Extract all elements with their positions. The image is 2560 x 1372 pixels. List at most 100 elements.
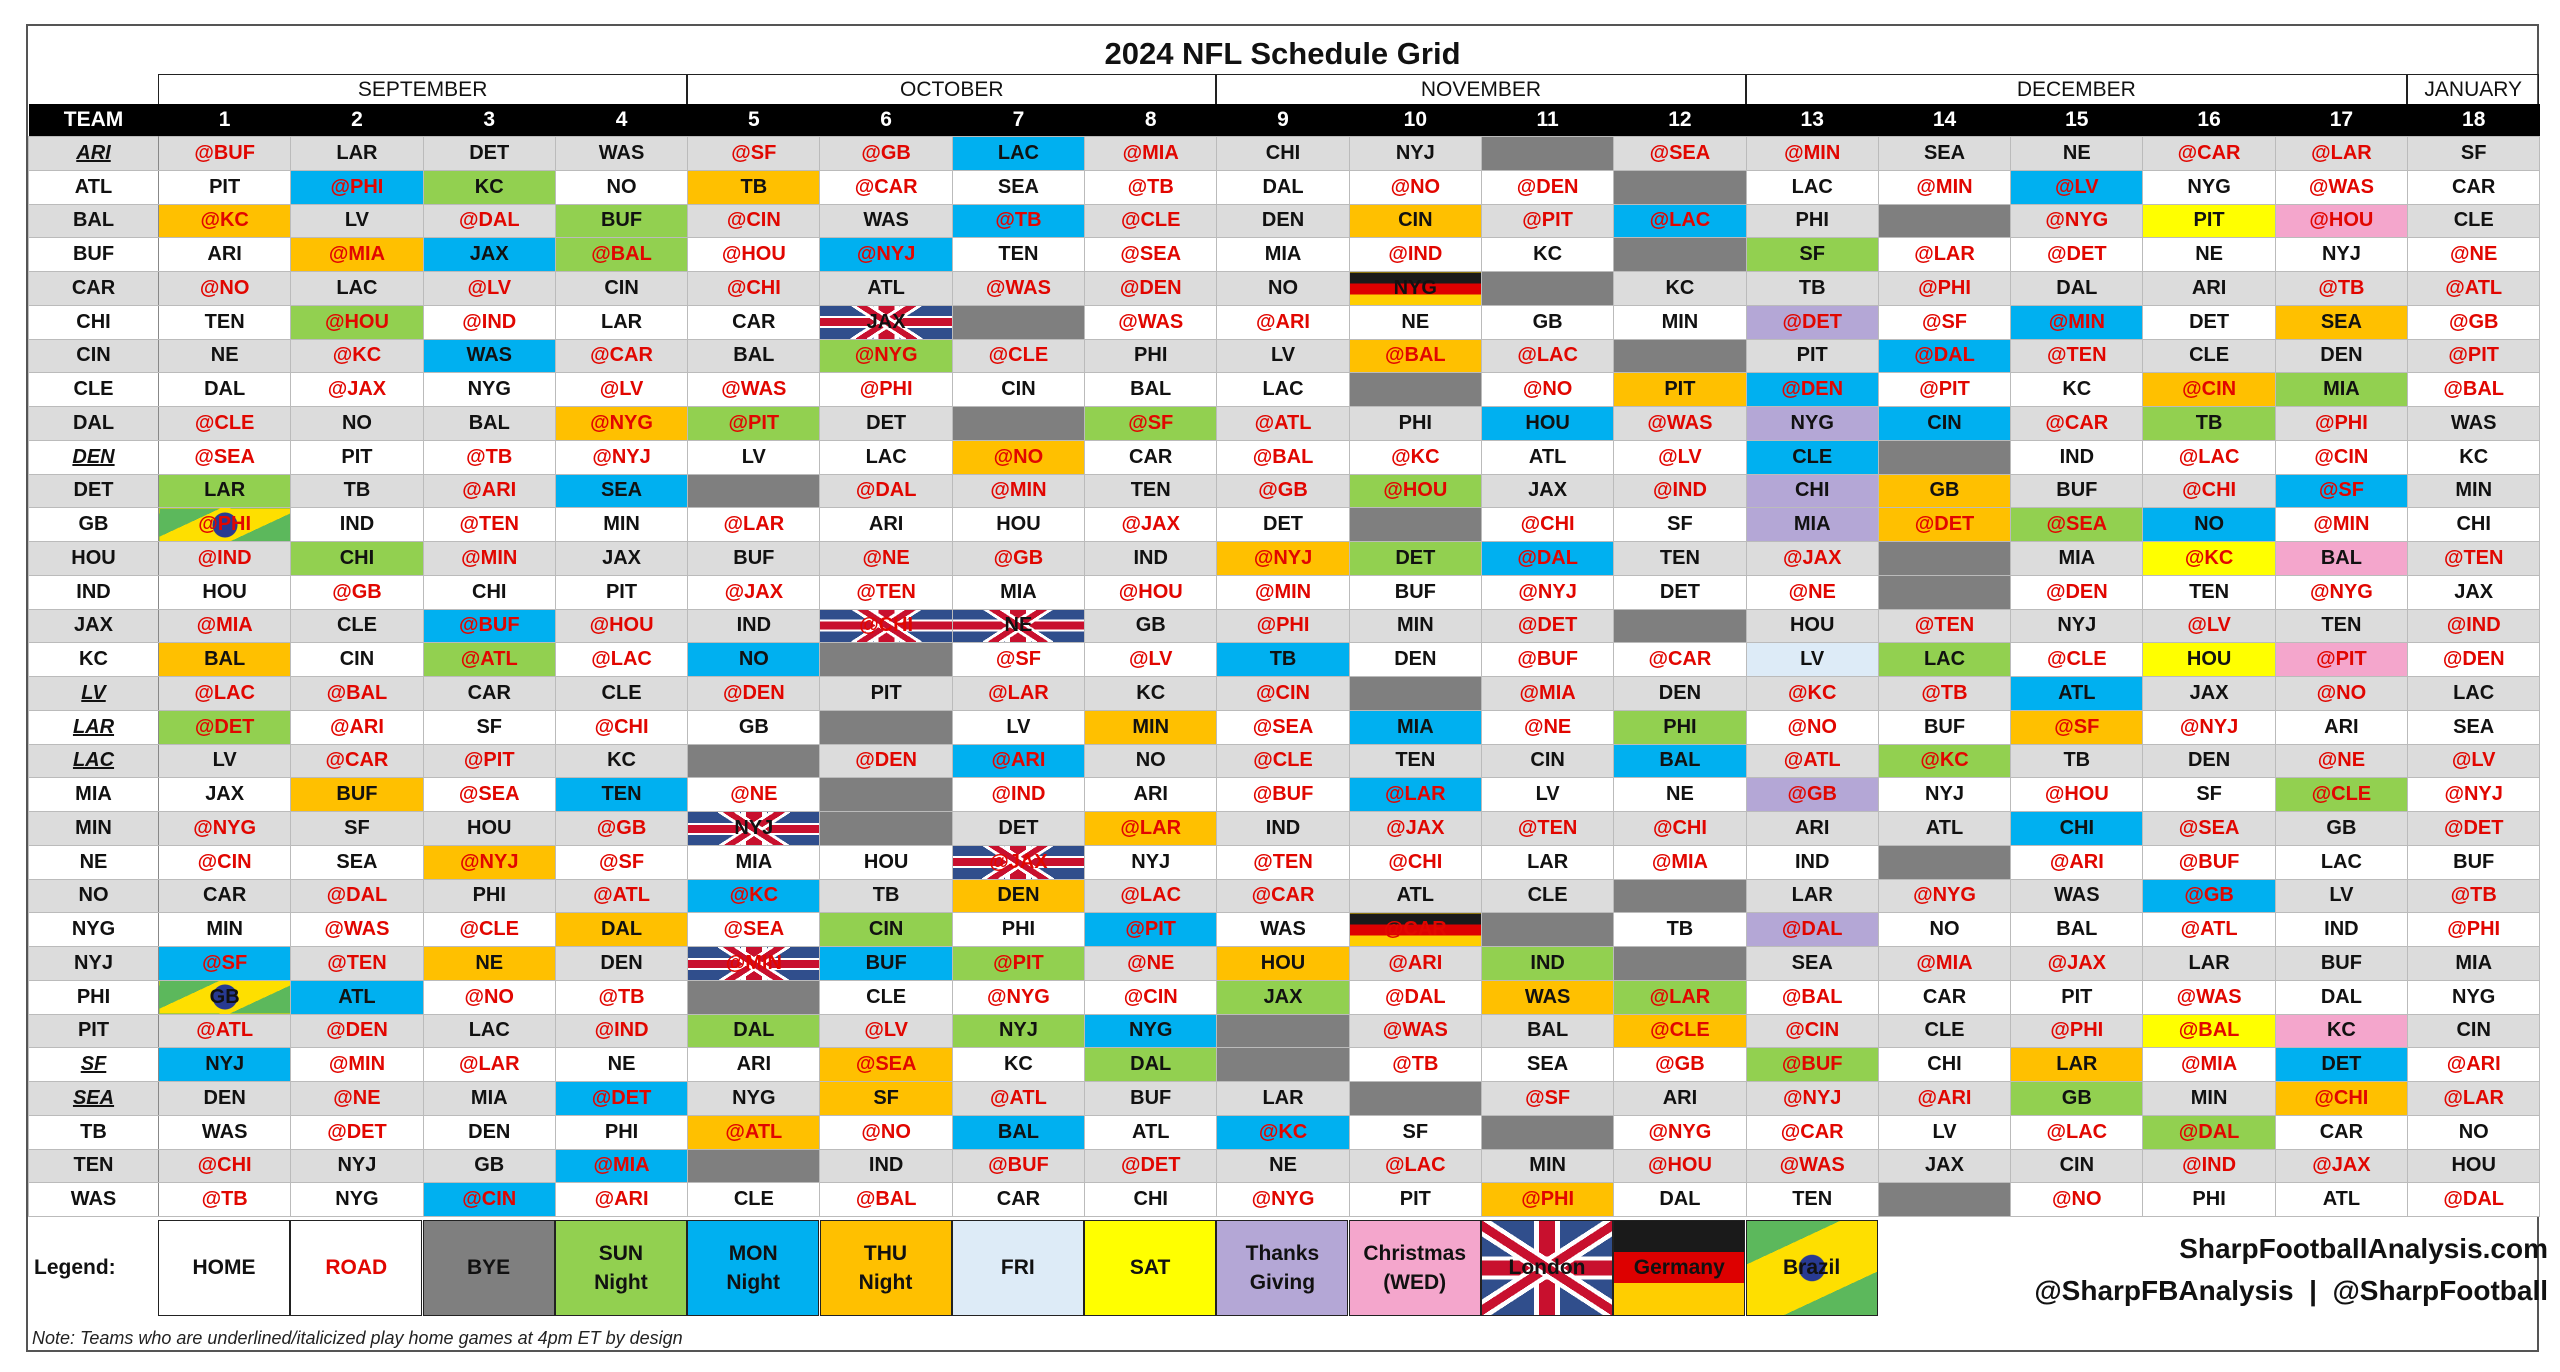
game-cell: @DEN bbox=[819, 743, 953, 779]
game-cell: ATL bbox=[1877, 811, 2012, 846]
team-cell: LAR bbox=[28, 709, 159, 745]
game-cell: @IND bbox=[951, 777, 1086, 812]
table-row: ARI @BUF LAR DET WAS @SF @GB LAC @MIA CHI NYJ @SEA @… bbox=[28, 136, 2541, 171]
game-cell: DEN bbox=[1348, 642, 1482, 677]
game-cell: SF bbox=[2407, 136, 2541, 171]
game-cell: @DET bbox=[1480, 608, 1615, 644]
week-header-16: 16 bbox=[2142, 104, 2276, 137]
game-cell: SF bbox=[1348, 1114, 1482, 1150]
bye-cell bbox=[1613, 338, 1747, 374]
game-cell: CAR bbox=[951, 1182, 1086, 1217]
game-cell: @TEN bbox=[422, 507, 556, 542]
game-cell: NO bbox=[1877, 912, 2012, 947]
game-cell: @CIN bbox=[1745, 1013, 1879, 1049]
game-cell: CAR bbox=[157, 878, 292, 914]
game-cell: @TB bbox=[1877, 676, 2012, 711]
table-row: HOU @IND CHI @MIN JAX BUF @NE @GB IND @NYJ DET @DAL… bbox=[28, 541, 2541, 576]
game-cell: KC bbox=[1480, 237, 1615, 272]
game-cell: BUF bbox=[2407, 844, 2541, 880]
bye-cell bbox=[1480, 136, 1615, 171]
game-cell: GB bbox=[1084, 608, 1218, 644]
game-cell: @DAL bbox=[819, 473, 953, 509]
game-cell: @CHI bbox=[1480, 507, 1615, 542]
game-cell: SF bbox=[1613, 507, 1747, 542]
game-cell: LAC bbox=[290, 271, 424, 306]
game-cell: NO bbox=[2407, 1114, 2541, 1150]
game-cell: @SEA bbox=[2010, 507, 2144, 542]
game-cell: @CAR bbox=[1348, 912, 1482, 947]
game-cell: @ARI bbox=[554, 1182, 689, 1217]
game-cell: @DAL bbox=[422, 203, 556, 239]
game-cell: @NE bbox=[1480, 709, 1615, 745]
game-cell: IND bbox=[1745, 844, 1879, 880]
week-header-11: 11 bbox=[1481, 104, 1614, 137]
game-cell: @DAL bbox=[1348, 979, 1482, 1015]
game-cell: IND bbox=[2010, 439, 2144, 475]
week-header-9: 9 bbox=[1216, 104, 1350, 137]
game-cell: @SEA bbox=[1084, 237, 1218, 272]
game-cell: NE bbox=[1613, 777, 1747, 812]
game-cell: JAX bbox=[1216, 979, 1350, 1015]
game-cell: @GB bbox=[1216, 473, 1350, 509]
game-cell: @KC bbox=[1877, 743, 2012, 779]
table-row: WAS @TB NYG @CIN @ARI CLE @BAL CAR CHI @NYG PIT @PH… bbox=[28, 1182, 2541, 1217]
team-cell: SEA bbox=[28, 1081, 159, 1116]
game-cell: @BUF bbox=[1745, 1047, 1879, 1082]
game-cell: @TB bbox=[2274, 271, 2409, 306]
team-cell: PHI bbox=[28, 979, 159, 1015]
table-row: CAR @NO LAC @LV CIN @CHI ATL @WAS @DEN NO NYG KC TB @… bbox=[28, 271, 2541, 306]
game-cell: DEN bbox=[422, 1114, 556, 1150]
game-cell: @GB bbox=[2407, 304, 2541, 340]
game-cell: BUF bbox=[2274, 946, 2409, 981]
game-cell: @SF bbox=[1480, 1081, 1615, 1116]
game-cell: BAL bbox=[1613, 743, 1747, 779]
game-cell: MIA bbox=[1216, 237, 1350, 272]
game-cell: @DAL bbox=[1745, 912, 1879, 947]
game-cell: CAR bbox=[422, 676, 556, 711]
game-cell: LAC bbox=[1745, 169, 1879, 205]
game-cell: MIA bbox=[1348, 709, 1482, 745]
game-cell: @ARI bbox=[290, 709, 424, 745]
game-cell: @LAR bbox=[687, 507, 821, 542]
game-cell: KC bbox=[422, 169, 556, 205]
game-cell: DEN bbox=[554, 946, 689, 981]
game-cell: TB bbox=[687, 169, 821, 205]
game-cell: CAR bbox=[687, 304, 821, 340]
game-cell: CIN bbox=[819, 912, 953, 947]
game-cell: @PIT bbox=[2407, 338, 2541, 374]
game-cell: CAR bbox=[2407, 169, 2541, 205]
game-cell: SF bbox=[290, 811, 424, 846]
game-cell: @JAX bbox=[951, 844, 1086, 880]
legend-label: Legend: bbox=[34, 1256, 116, 1279]
game-cell: SF bbox=[819, 1081, 953, 1116]
bye-cell bbox=[1216, 1013, 1350, 1049]
game-cell: IND bbox=[819, 1148, 953, 1184]
game-cell: @BUF bbox=[951, 1148, 1086, 1184]
game-cell: @ATL bbox=[1216, 406, 1350, 441]
bye-cell bbox=[1877, 439, 2012, 475]
game-cell: CLE bbox=[2142, 338, 2276, 374]
game-cell: @MIN bbox=[1877, 169, 2012, 205]
legend-item-xm: Christmas (WED) bbox=[1348, 1220, 1481, 1316]
game-cell: BAL bbox=[2274, 541, 2409, 576]
game-cell: NYG bbox=[1084, 1013, 1218, 1049]
legend-item-fri: FRI bbox=[951, 1220, 1084, 1316]
game-cell: @CAR bbox=[1745, 1114, 1879, 1150]
legend-item-sat: SAT bbox=[1084, 1220, 1217, 1316]
game-cell: PHI bbox=[951, 912, 1086, 947]
game-cell: JAX bbox=[2142, 676, 2276, 711]
game-cell: HOU bbox=[157, 574, 292, 610]
game-cell: TEN bbox=[1084, 473, 1218, 509]
team-cell: DEN bbox=[28, 439, 159, 475]
team-cell: NYJ bbox=[28, 946, 159, 981]
game-cell: SF bbox=[1745, 237, 1879, 272]
table-row: CIN NE @KC WAS @CAR BAL @NYG @CLE PHI LV @BAL @LAC P… bbox=[28, 338, 2541, 374]
game-cell: @WAS bbox=[951, 271, 1086, 306]
game-cell: HOU bbox=[951, 507, 1086, 542]
game-cell: PIT bbox=[2010, 979, 2144, 1015]
game-cell: @WAS bbox=[290, 912, 424, 947]
game-cell: WAS bbox=[2407, 406, 2541, 441]
game-cell: JAX bbox=[422, 237, 556, 272]
game-cell: @LV bbox=[2142, 608, 2276, 644]
legend: Legend: HOME ROAD BYE SUN Night MON Night THU… bbox=[28, 1220, 2548, 1320]
